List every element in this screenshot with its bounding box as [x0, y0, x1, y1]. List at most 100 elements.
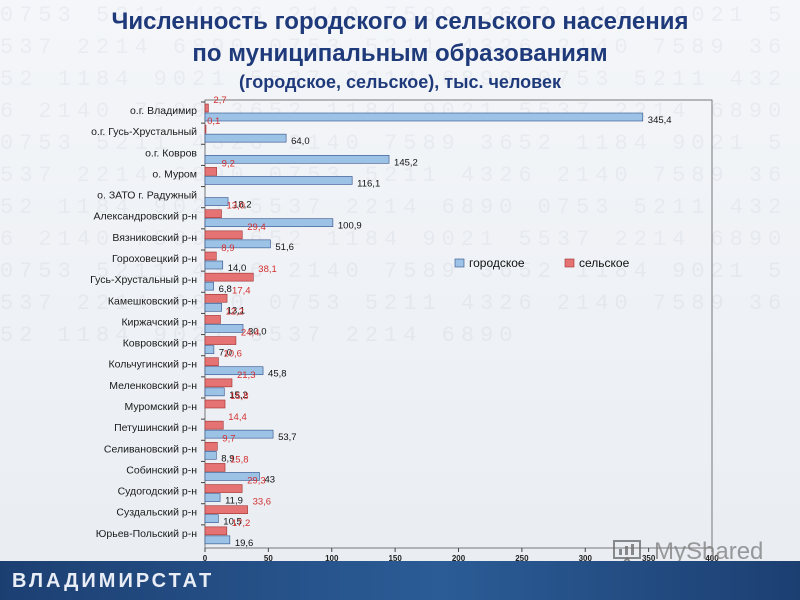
- x-tick-label: 200: [452, 554, 466, 563]
- data-label-urban: 145,2: [394, 157, 418, 168]
- data-label-urban: 15,2: [229, 390, 248, 401]
- data-label-urban: 10,5: [223, 517, 242, 528]
- category-label: Александровский р-н: [94, 211, 198, 223]
- data-label-urban: 18,2: [233, 200, 252, 211]
- data-label-rural: 10,6: [223, 349, 242, 360]
- bar-urban: [204, 493, 221, 502]
- bar-urban: [204, 387, 225, 397]
- category-label: о. ЗАТО г. Радужный: [97, 190, 197, 202]
- data-label-urban: 45,8: [268, 369, 287, 380]
- data-label-urban: 64,0: [291, 136, 310, 147]
- footer-bar: ВЛАДИМИРСТАТ: [0, 561, 800, 600]
- bar-rural: [204, 526, 228, 536]
- bar-rural: [204, 441, 218, 451]
- bar-rural: [204, 463, 226, 472]
- bar-rural: [204, 124, 207, 134]
- bar-urban: [204, 450, 217, 460]
- category-label: Собинский р-н: [126, 464, 197, 476]
- data-label-rural: 0,1: [207, 116, 220, 127]
- data-label-urban: 19,6: [235, 538, 254, 549]
- chart-subtitle: (городское, сельское), тыс. человек: [239, 72, 561, 92]
- data-label-urban: 53,7: [278, 432, 297, 443]
- bar-urban: [204, 429, 274, 439]
- data-label-urban: 345,4: [648, 115, 672, 126]
- data-label-rural: 14,4: [228, 412, 247, 423]
- watermark: MyShared: [608, 536, 768, 570]
- legend-label-rural: сельское: [579, 256, 630, 270]
- footer-brand: ВЛАДИМИРСТАТ: [12, 570, 215, 592]
- data-label-urban: 11,9: [225, 496, 243, 507]
- data-label-rural: 2,7: [213, 95, 226, 106]
- category-label: Гороховецкий р-н: [112, 253, 197, 265]
- x-tick-label: 250: [515, 554, 529, 563]
- legend-label-urban: городское: [469, 256, 525, 270]
- category-label: Судогодский р-н: [118, 486, 198, 498]
- x-tick-label: 0: [203, 554, 208, 563]
- data-label-urban: 51,6: [275, 242, 294, 253]
- x-tick-label: 100: [325, 554, 339, 563]
- category-label: Вязниковский р-н: [112, 232, 197, 244]
- bar-rural: [204, 378, 233, 388]
- bar-urban: [204, 218, 334, 228]
- bar-rural: [204, 484, 243, 493]
- category-label: Ковровский р-н: [123, 338, 198, 350]
- bar-rural: [204, 103, 209, 113]
- legend-swatch-rural: [564, 258, 575, 268]
- plot-area: [204, 99, 713, 549]
- data-label-rural: 17,4: [232, 285, 251, 296]
- bar-urban: [204, 345, 215, 354]
- bar-urban: [204, 133, 287, 143]
- bar-urban: [204, 535, 231, 545]
- bar-urban: [204, 472, 260, 481]
- category-label: Кольчугинский р-н: [109, 359, 198, 371]
- category-label: Юрьев-Польский р-н: [96, 528, 197, 540]
- bar-urban: [204, 154, 390, 164]
- x-tick-label: 50: [264, 554, 273, 563]
- data-label-urban: 30,0: [248, 326, 267, 337]
- data-label-rural: 17,2: [232, 518, 251, 529]
- data-label-urban: 6,8: [219, 284, 232, 295]
- data-label-urban: 8,9: [221, 453, 234, 464]
- data-label-rural: 21,3: [237, 370, 256, 381]
- x-tick-label: 300: [579, 554, 593, 563]
- background-texture: 0753 5211 4326 2140 7589 3652 1184 9021 …: [0, 3, 788, 348]
- data-label-rural: 8,9: [221, 243, 234, 254]
- bar-rural: [204, 167, 217, 176]
- bar-urban: [204, 176, 353, 185]
- legend-swatch-urban: [454, 258, 465, 268]
- data-label-rural: 13,0: [226, 201, 245, 212]
- bar-rural: [204, 399, 226, 409]
- bar-urban: [204, 239, 271, 249]
- category-label: Селивановский р-н: [104, 443, 197, 455]
- x-tick-label: 350: [642, 554, 656, 563]
- data-label-rural: 15,8: [230, 391, 249, 402]
- x-tick-label: 150: [388, 554, 402, 563]
- bar-urban: [204, 112, 644, 122]
- bar-urban: [204, 281, 214, 291]
- category-label: Муромский р-н: [124, 401, 197, 413]
- data-label-rural: 29,4: [247, 222, 266, 233]
- chart-title-line2: по муниципальным образованиям: [192, 40, 608, 67]
- x-tick-label: 400: [705, 554, 719, 563]
- watermark-text: MyShared: [654, 538, 764, 565]
- bar-urban: [204, 366, 264, 376]
- bar-rural: [204, 272, 254, 282]
- data-label-urban: 13,1: [227, 305, 246, 316]
- category-label: Камешковский р-н: [108, 295, 197, 307]
- data-label-urban: 100,9: [338, 221, 362, 232]
- data-label-rural: 29,3: [247, 476, 266, 487]
- bar-urban: [204, 260, 224, 270]
- data-label-urban: 7,0: [219, 348, 232, 359]
- category-label: о.г. Владимир: [130, 105, 197, 117]
- data-label-rural: 9,2: [222, 158, 235, 169]
- category-label: о. Муром: [152, 168, 197, 180]
- data-label-rural: 33,6: [253, 497, 272, 508]
- bar-rural: [204, 357, 219, 367]
- bar-rural: [204, 293, 228, 303]
- data-label-urban: 43: [265, 474, 276, 485]
- category-label: о.г. Гусь-Хрустальный: [91, 126, 197, 138]
- data-label-rural: 12,2: [225, 306, 244, 317]
- category-label: Киржачский р-н: [121, 316, 197, 328]
- bar-urban: [204, 197, 229, 206]
